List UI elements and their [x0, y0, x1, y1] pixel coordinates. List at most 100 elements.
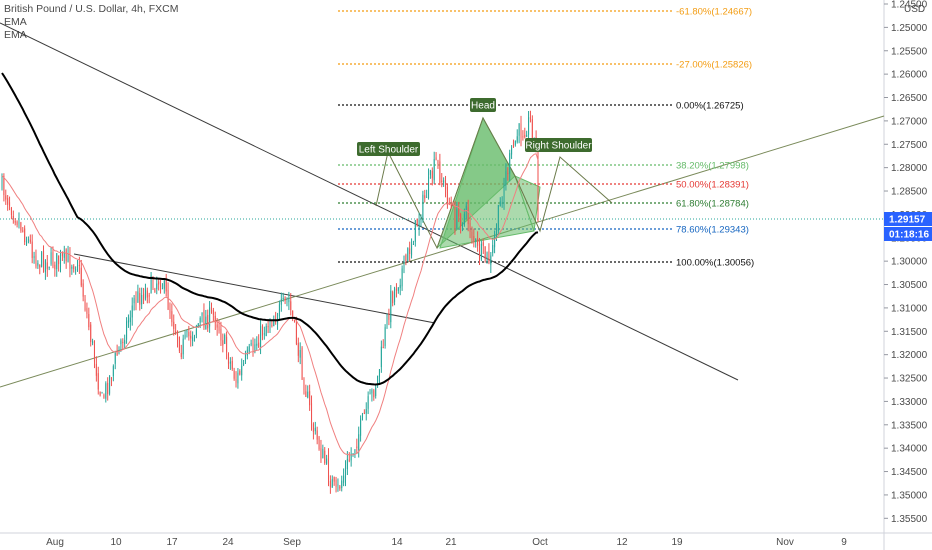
candle — [307, 385, 309, 399]
chart-legend: British Pound / U.S. Dollar, 4h, FXCM EM… — [4, 3, 178, 42]
candle — [158, 278, 160, 291]
candle — [286, 297, 288, 307]
y-tick-label: 1.24500 — [891, 0, 928, 11]
candle — [188, 325, 190, 341]
x-tick-label: Aug — [46, 537, 64, 548]
candle — [44, 259, 46, 280]
candle — [71, 264, 73, 275]
candle — [290, 293, 292, 316]
candle — [227, 352, 229, 369]
candle — [220, 321, 222, 346]
candle — [10, 206, 12, 220]
candle — [92, 338, 94, 346]
candle — [107, 377, 109, 401]
candle — [311, 395, 313, 431]
candle — [344, 460, 347, 487]
y-tick-label: 1.35000 — [891, 490, 928, 501]
x-tick-label: 24 — [222, 537, 234, 548]
candle — [16, 220, 18, 228]
y-tick-label: 1.26000 — [891, 70, 928, 81]
candle — [467, 199, 469, 232]
candle — [478, 237, 481, 266]
candle — [229, 357, 231, 370]
candle — [365, 402, 367, 421]
candle — [20, 221, 22, 233]
candle — [363, 409, 365, 415]
fib-level-label: 78.60%(1.29343) — [676, 225, 749, 236]
candle — [484, 246, 486, 263]
candle — [31, 234, 33, 264]
x-tick-label: Sep — [283, 537, 301, 548]
candle — [148, 292, 150, 304]
candle — [76, 259, 79, 272]
right-shoulder-label-bg — [525, 138, 592, 152]
candle — [482, 238, 484, 255]
candle — [67, 245, 69, 263]
candle — [160, 279, 162, 294]
candle — [445, 175, 447, 198]
candle — [529, 110, 531, 123]
candle — [141, 287, 143, 310]
countdown-tag: 01:18:16 — [889, 230, 929, 241]
candle — [90, 322, 92, 347]
candle — [292, 310, 294, 322]
candle — [439, 153, 441, 186]
candle — [178, 336, 180, 354]
candle — [86, 302, 88, 319]
candle — [80, 259, 82, 288]
candle — [127, 314, 129, 328]
candle — [463, 208, 465, 227]
candle — [209, 301, 211, 333]
candle — [335, 476, 337, 493]
candle — [297, 337, 299, 363]
candle — [54, 261, 56, 277]
pattern-outline — [375, 116, 613, 250]
ema-slow-line — [1, 72, 539, 386]
candle — [358, 426, 360, 458]
left-shoulder-label: Left Shoulder — [359, 145, 419, 156]
candle — [428, 168, 430, 200]
candle — [210, 302, 213, 314]
candle — [212, 307, 214, 323]
candle — [435, 152, 437, 161]
candle — [24, 225, 26, 246]
candle — [146, 287, 148, 304]
candle — [39, 264, 41, 275]
candle — [256, 336, 258, 351]
candle — [294, 319, 296, 323]
candle — [222, 333, 224, 353]
candle — [163, 278, 165, 294]
candle — [135, 291, 137, 311]
candle — [184, 330, 186, 340]
candle — [246, 346, 248, 360]
candle — [380, 340, 382, 373]
candle — [416, 218, 418, 227]
candle — [299, 342, 301, 365]
y-tick-label: 1.35500 — [891, 514, 928, 525]
candle — [309, 384, 311, 411]
candle — [69, 247, 71, 278]
candle — [326, 454, 328, 465]
candle — [480, 240, 482, 262]
candle — [384, 324, 386, 349]
candle — [494, 230, 496, 254]
head-label: Head — [471, 101, 495, 112]
candle — [27, 236, 29, 244]
candle — [350, 447, 352, 467]
candle — [190, 330, 192, 347]
left-shoulder-label-bg — [357, 142, 420, 156]
candle — [361, 412, 363, 421]
candle — [503, 177, 505, 210]
candle — [75, 266, 77, 275]
x-tick-label: 17 — [166, 537, 178, 548]
right-shoulder-label: Right Shoulder — [525, 141, 592, 152]
candle — [399, 278, 401, 296]
candle — [180, 344, 182, 360]
ema-fast-line — [1, 153, 539, 456]
candle — [116, 344, 118, 356]
y-tick-label: 1.33000 — [891, 397, 928, 408]
candle — [456, 201, 458, 230]
y-tick-label: 1.34000 — [891, 444, 928, 455]
candle — [165, 273, 167, 297]
